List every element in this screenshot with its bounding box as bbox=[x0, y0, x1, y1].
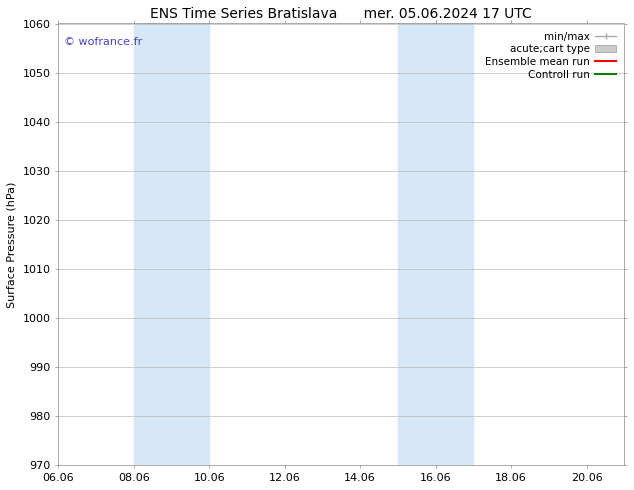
Bar bbox=[134, 24, 209, 465]
Text: © wofrance.fr: © wofrance.fr bbox=[64, 37, 142, 47]
Y-axis label: Surface Pressure (hPa): Surface Pressure (hPa) bbox=[7, 181, 17, 308]
Legend: min/max, acute;cart type, Ensemble mean run, Controll run: min/max, acute;cart type, Ensemble mean … bbox=[482, 29, 619, 83]
Bar bbox=[398, 24, 474, 465]
Title: ENS Time Series Bratislava      mer. 05.06.2024 17 UTC: ENS Time Series Bratislava mer. 05.06.20… bbox=[150, 7, 532, 21]
